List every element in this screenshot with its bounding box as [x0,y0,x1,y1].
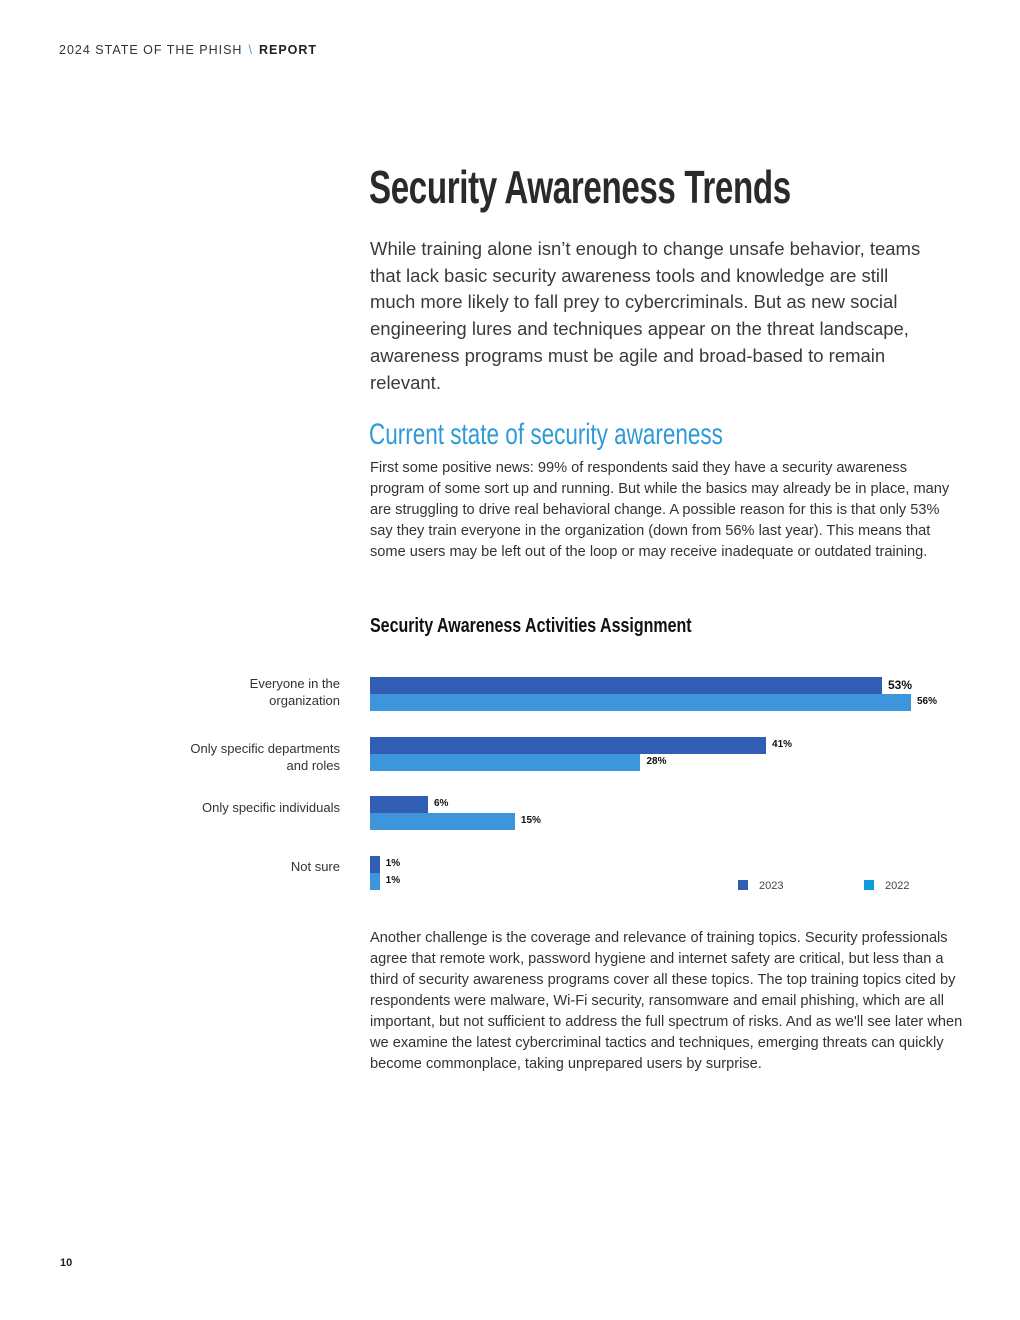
body-paragraph-2: Another challenge is the coverage and re… [370,930,963,1072]
header-section: REPORT [258,43,318,57]
category-label: Not sure [290,859,340,874]
bar-2022 [370,872,380,890]
legend-item-2023: 2023 [738,880,783,892]
value-label: 28% [646,755,667,767]
bar-2023 [370,796,428,814]
category-label: Only specific individuals [201,800,340,815]
body-paragraph-1: First some positive news: 99% of respond… [370,460,950,560]
legend-swatch-2023 [738,880,748,890]
legend-item-2022: 2022 [864,880,909,892]
bar-2022 [370,813,515,831]
page-number: 10 [60,1257,73,1269]
legend-swatch-2022 [864,880,874,890]
legend-label: 2022 [885,880,910,892]
header-separator: \ [248,43,253,57]
value-label: 41% [772,738,793,750]
category-label: Only specific departments and roles [190,741,340,773]
value-label: 15% [520,815,541,827]
bar-2022 [370,694,911,711]
page-title: Security Awareness Trends [369,161,791,213]
legend-label: 2023 [759,880,784,892]
lead-paragraph: While training alone isn’t enough to cha… [370,238,921,393]
value-label: 53% [887,678,912,692]
running-header: 2024 STATE OF THE PHISH \ REPORT [59,43,317,57]
value-label: 56% [916,696,937,707]
bar-2023 [370,677,882,694]
bar-2022 [370,753,641,771]
value-label: 6% [433,798,449,810]
bar-2023 [370,736,767,754]
bar-2023 [370,855,380,873]
section-heading: Current state of security awareness [369,418,723,451]
category-label: Everyone in the organization [249,676,340,708]
value-label: 1% [385,874,401,886]
chart-title: Security Awareness Activities Assignment [370,615,692,637]
report-title: 2024 STATE OF THE PHISH [59,43,243,57]
value-label: 1% [385,857,401,869]
